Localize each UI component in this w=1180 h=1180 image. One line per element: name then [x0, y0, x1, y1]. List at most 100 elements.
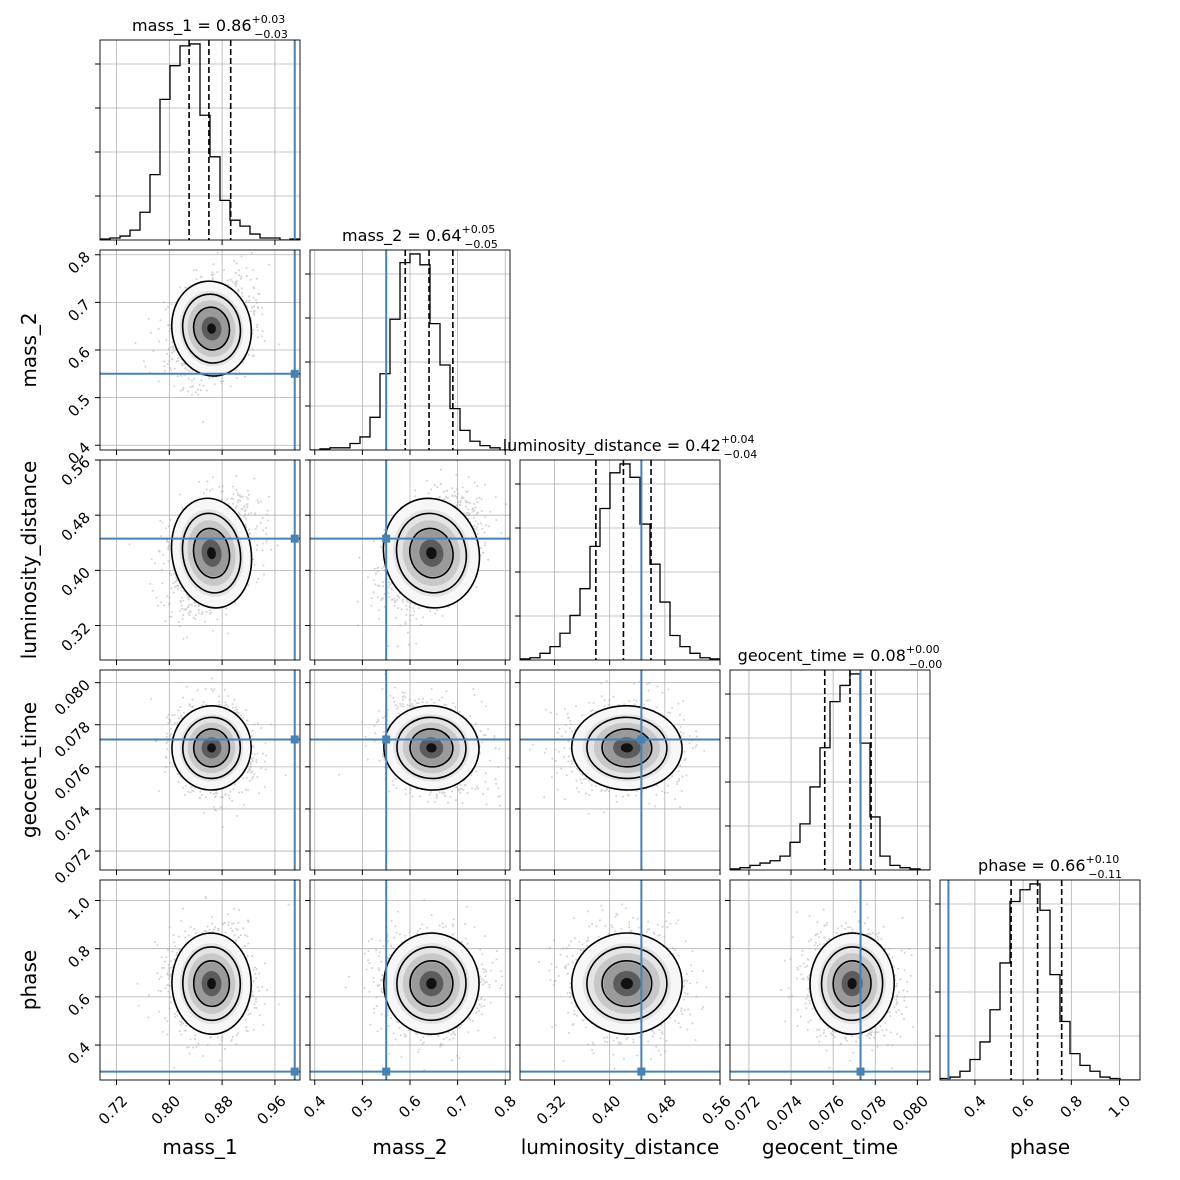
y-tick-label: 0.32 [58, 619, 94, 655]
density-level-5 [426, 978, 437, 990]
x-tick-label: 0.074 [763, 1092, 806, 1135]
title-text: phase = 0.66 [978, 856, 1085, 875]
title-lower-error: −0.03 [254, 28, 288, 41]
y-tick-label: 0.078 [51, 718, 94, 761]
density-level-5 [426, 743, 437, 753]
truth-marker [637, 1067, 646, 1076]
panel-frame [309, 669, 511, 871]
title-upper-error: +0.04 [721, 433, 755, 446]
x-tick-label: 0.72 [95, 1092, 131, 1128]
contour-1 [182, 946, 242, 1022]
x-tick-label: 0.5 [348, 1092, 378, 1122]
y-tick-label: 0.56 [58, 453, 94, 489]
title-text: luminosity_distance = 0.42 [503, 436, 721, 456]
x-tick-label: 0.96 [253, 1092, 289, 1128]
contour-0 [809, 932, 896, 1036]
x-axis-label-phase: phase [1010, 1135, 1070, 1159]
contour-1 [182, 716, 242, 780]
x-tick-label: 0.8 [490, 1092, 520, 1122]
panel-frame [99, 879, 301, 1081]
histogram-luminosity_distance [520, 463, 720, 660]
scatter-panel-geocent_time-vs-luminosity_distance [515, 669, 721, 875]
contour-0 [170, 497, 253, 609]
contour-2 [409, 960, 454, 1008]
x-tick-label: 0.40 [588, 1092, 624, 1128]
y-axis-label-luminosity_distance: luminosity_distance [17, 461, 41, 660]
histogram-mass_1 [100, 43, 300, 240]
title-lower-error: −0.11 [1088, 868, 1122, 881]
panel-content [520, 460, 720, 660]
panel-content [310, 460, 510, 660]
density-level-5 [207, 547, 216, 560]
contour-2 [192, 527, 231, 579]
panel-content [730, 880, 930, 1080]
title-upper-error: +0.03 [252, 13, 286, 26]
histogram-title-mass_2: mass_2 = 0.64+0.05 −0.05 [342, 223, 498, 251]
contour-0 [383, 932, 480, 1036]
panel-frame [99, 459, 301, 661]
y-tick-label: 0.076 [51, 760, 94, 803]
y-axis-label-geocent_time: geocent_time [17, 702, 41, 838]
panel-frame [729, 879, 931, 1081]
contour-1 [395, 512, 468, 594]
x-tick-label: 1.0 [1105, 1092, 1135, 1122]
panel-content [310, 880, 510, 1080]
truth-marker [382, 534, 391, 543]
panel-frame [309, 249, 511, 451]
x-tick-label: 0.88 [201, 1092, 237, 1128]
y-tick-label: 0.6 [64, 990, 94, 1020]
histogram-geocent_time [730, 673, 930, 870]
truth-marker [290, 534, 299, 543]
scatter-panel-luminosity_distance-vs-mass_1: 0.32 0.40 0.48 0.56 luminosity_distance [17, 453, 301, 665]
y-tick-label: 0.5 [64, 391, 94, 421]
panel-frame [519, 879, 721, 1081]
contour-2 [409, 527, 454, 579]
histogram-panel-mass_2: mass_2 = 0.64+0.05 −0.05 [305, 223, 511, 455]
x-tick-label: 0.078 [847, 1092, 890, 1135]
title-text: mass_2 = 0.64 [342, 226, 461, 246]
x-axis-label-luminosity_distance: luminosity_distance [521, 1135, 720, 1159]
x-tick-label: 0.8 [1056, 1092, 1086, 1122]
panel-content [520, 670, 720, 870]
title-lower-error: −0.05 [464, 238, 498, 251]
contour-1 [181, 512, 242, 594]
y-axis-label-mass_2: mass_2 [17, 312, 41, 387]
contour-2 [192, 306, 231, 351]
y-tick-label: 0.8 [64, 248, 94, 278]
contour-0 [382, 497, 481, 609]
contour-0 [570, 704, 683, 791]
panel-frame [729, 669, 931, 871]
histogram-title-geocent_time: geocent_time = 0.08+0.00 −0.00 [738, 643, 943, 671]
contour-0 [171, 705, 252, 791]
x-tick-label: 0.4 [960, 1092, 990, 1122]
y-tick-label: 0.8 [64, 942, 94, 972]
panel-frame [309, 879, 511, 1081]
histogram-panel-luminosity_distance: luminosity_distance = 0.42+0.04 −0.04 [503, 433, 758, 665]
contour-2 [192, 960, 231, 1008]
title-text: mass_1 = 0.86 [132, 16, 251, 36]
panel-frame [519, 459, 721, 661]
contour-1 [586, 946, 668, 1022]
histogram-title-luminosity_distance: luminosity_distance = 0.42+0.04 −0.04 [503, 433, 758, 461]
panel-frame [99, 249, 301, 451]
y-axis-label-phase: phase [17, 950, 41, 1010]
histogram-panel-phase: phase = 0.66+0.10 −0.11 0.4 0.6 0.8 1.0 phase [935, 853, 1141, 1159]
truth-marker [290, 735, 299, 744]
contour-1 [396, 716, 467, 780]
x-axis-label-geocent_time: geocent_time [762, 1135, 898, 1159]
y-tick-label: 0.48 [58, 508, 94, 544]
panel-content [100, 460, 300, 660]
panel-content [100, 880, 300, 1080]
title-upper-error: +0.05 [462, 223, 496, 236]
y-tick-label: 0.074 [51, 802, 94, 845]
x-tick-label: 0.080 [889, 1092, 932, 1135]
truth-marker [382, 735, 391, 744]
truth-marker [382, 1067, 391, 1076]
truth-marker [290, 369, 299, 378]
x-axis-label-mass_1: mass_1 [162, 1135, 237, 1159]
contour-1 [820, 946, 884, 1022]
panel-frame [99, 669, 301, 871]
